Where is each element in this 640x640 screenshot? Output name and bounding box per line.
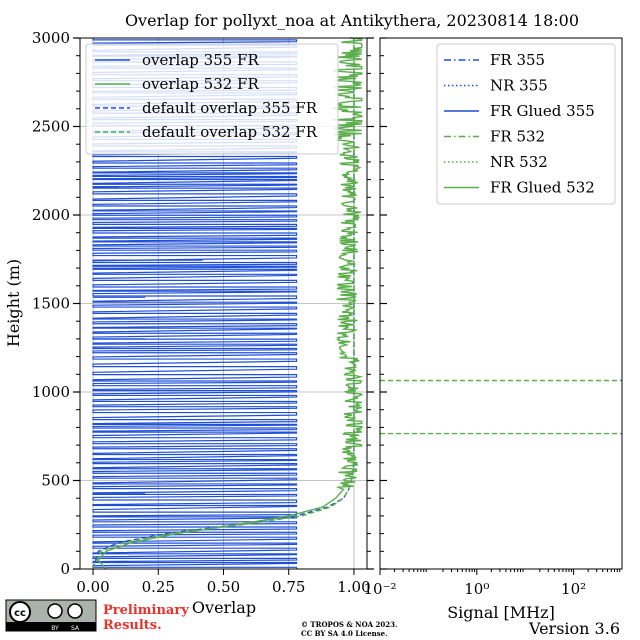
- series-default-overlap-532-fr: [92, 38, 355, 570]
- overlap-plot: 0.00 0.25 0.50 0.75 1.00 0 500 1000 1500 2000 2500…: [4, 29, 374, 617]
- signal-xtick-label: 10⁰: [464, 580, 489, 598]
- version-label: Version 3.6: [528, 619, 620, 638]
- overlap-ytick-label: 1000: [32, 383, 70, 401]
- series-default-overlap-355-fr: [92, 38, 355, 570]
- overlap-legend: overlap 355 FR overlap 532 FR default over…: [85, 43, 339, 155]
- cc-icon: [9, 601, 31, 623]
- overlap-legend-box: [85, 43, 339, 155]
- svg-text:cc: cc: [14, 608, 26, 619]
- overlap-xtick-label: 1.00: [337, 578, 370, 596]
- overlap-xtick-label: 0.00: [76, 578, 109, 596]
- overlap-xtick-label: 0.75: [272, 578, 305, 596]
- legend-label: NR 532: [490, 153, 548, 171]
- legend-label: NR 355: [490, 77, 548, 95]
- svg-text:SA: SA: [71, 625, 80, 632]
- overlap-ytick-label: 2000: [32, 206, 70, 224]
- legend-label: default overlap 355 FR: [142, 99, 318, 117]
- overlap-xlabel: Overlap: [192, 598, 256, 617]
- signal-plot: 10⁻² 10⁰ 10² Signal [MHz] FR 355 NR 355 FR G…: [363, 37, 623, 622]
- signal-xtick-label: 10²: [561, 580, 586, 598]
- copyright-line2: CC BY SA 4.0 License.: [301, 629, 388, 638]
- overlap-ylabel: Height (m): [4, 259, 23, 347]
- overlap-ytick-label: 1500: [32, 295, 70, 313]
- chart-title: Overlap for pollyxt_noa at Antikythera, …: [125, 11, 579, 30]
- overlap-ytick-label: 0: [60, 560, 70, 578]
- preliminary-label: Preliminary: [103, 603, 189, 618]
- legend-label: FR Glued 355: [490, 102, 595, 120]
- overlap-xtick-label: 0.50: [207, 578, 240, 596]
- svg-text:BY: BY: [51, 625, 59, 632]
- legend-label: FR 532: [490, 128, 545, 146]
- legend-label: FR Glued 532: [490, 179, 595, 197]
- signal-xlabel: Signal [MHz]: [447, 603, 555, 622]
- signal-xtick-label: 10⁻²: [363, 580, 396, 598]
- overlap-ytick-label: 2500: [32, 118, 70, 136]
- sa-icon: [67, 603, 83, 619]
- legend-label: FR 355: [490, 51, 545, 69]
- legend-label: overlap 532 FR: [142, 75, 259, 93]
- overlap-ytick-label: 3000: [32, 29, 70, 47]
- signal-legend-box: [436, 43, 616, 205]
- cc-license-badge[interactable]: cc BY SA: [5, 599, 97, 632]
- overlap-ytick-label: 500: [41, 472, 70, 490]
- by-icon: [47, 603, 63, 619]
- signal-legend: FR 355 NR 355 FR Glued 355 FR 532 NR 532 FR G…: [436, 43, 616, 205]
- legend-label: default overlap 532 FR: [142, 123, 318, 141]
- overlap-xtick-label: 0.25: [142, 578, 175, 596]
- results-label: Results.: [103, 618, 162, 633]
- series-overlap-532-fr: [97, 37, 364, 570]
- copyright-line1: © TROPOS & NOA 2023.: [301, 620, 397, 629]
- legend-label: overlap 355 FR: [142, 51, 259, 69]
